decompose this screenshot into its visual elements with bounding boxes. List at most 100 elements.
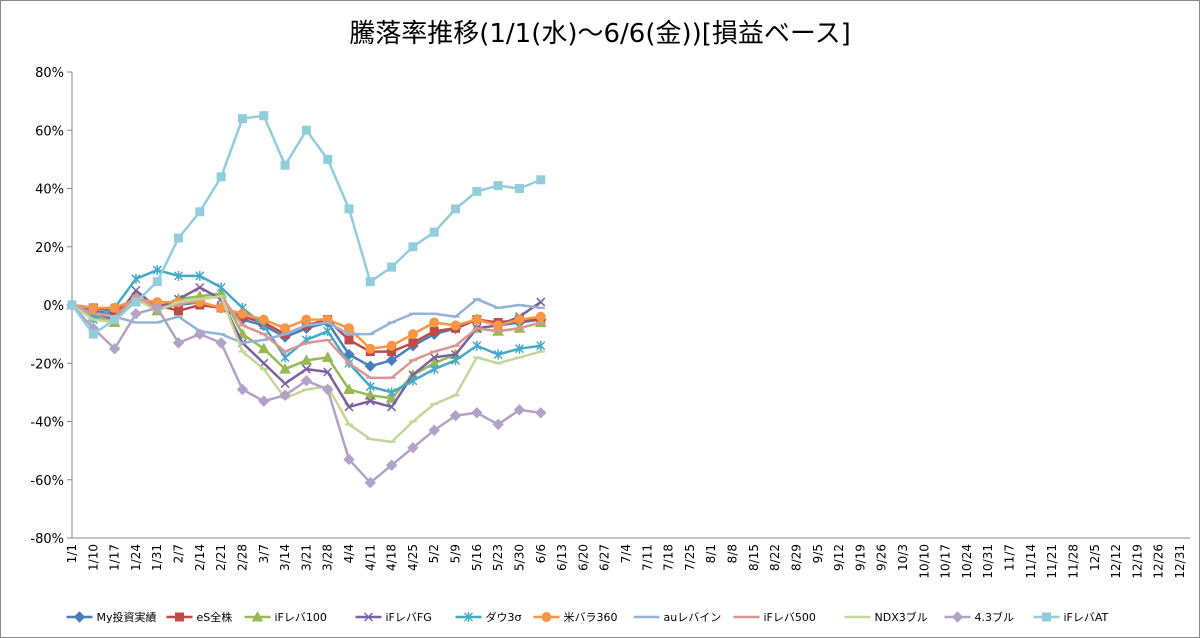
marker (280, 379, 290, 389)
marker (151, 302, 163, 314)
marker (408, 375, 418, 386)
marker (344, 402, 354, 412)
marker (364, 476, 377, 489)
marker (385, 354, 398, 367)
marker (493, 320, 504, 331)
x-tick-label: 11/7 (1003, 544, 1017, 571)
x-tick-label: 7/4 (619, 544, 633, 563)
marker (429, 317, 440, 328)
marker (408, 242, 418, 252)
legend-label: ダウ3σ (486, 610, 522, 624)
marker (321, 351, 334, 362)
x-tick-label: 8/22 (768, 544, 782, 571)
x-tick-label: 9/12 (832, 544, 846, 571)
legend: My投資実績 eS全株 iFレバ100 iFレバFG ダウ3σ 米バラ360 auレバイン i… (66, 610, 1109, 624)
marker (258, 395, 270, 407)
y-tick-label: 60% (35, 124, 64, 139)
marker (514, 343, 524, 354)
x-tick-label: 5/30 (512, 544, 526, 571)
marker (280, 323, 291, 334)
legend-label: 米バラ360 (564, 611, 618, 624)
marker (174, 306, 184, 316)
marker (67, 300, 77, 310)
marker (535, 311, 546, 322)
x-tick-label: 11/28 (1066, 544, 1080, 579)
marker (321, 383, 334, 396)
x-tick-label: 9/26 (875, 544, 889, 571)
marker (343, 453, 355, 466)
marker (493, 349, 503, 360)
y-tick-label: 40% (35, 183, 64, 198)
marker (386, 340, 397, 351)
x-tick-label: 5/2 (427, 544, 441, 563)
marker (109, 302, 120, 313)
marker (301, 314, 312, 325)
legend-marker (463, 612, 474, 622)
x-tick-label: 7/11 (640, 544, 654, 571)
x-tick-label: 1/17 (108, 544, 122, 571)
legend-label: 4.3ブル (975, 610, 1015, 624)
marker (343, 383, 355, 394)
x-tick-label: 12/31 (1173, 544, 1187, 579)
marker (152, 265, 162, 276)
y-tick-label: -20% (30, 357, 64, 372)
marker (280, 352, 290, 363)
x-tick-label: 2/21 (214, 544, 228, 571)
marker (195, 282, 205, 293)
marker (536, 340, 546, 351)
marker (174, 270, 184, 281)
legend-marker (251, 610, 264, 622)
marker (387, 402, 397, 412)
series (67, 111, 546, 339)
x-tick-label: 5/16 (470, 544, 484, 571)
marker (279, 389, 291, 401)
x-tick-label: 8/1 (704, 544, 718, 563)
x-tick-label: 2/28 (235, 544, 249, 571)
x-tick-label: 2/14 (193, 544, 207, 571)
legend-label: auレバイン (664, 611, 722, 624)
x-tick-label: 8/29 (789, 544, 803, 571)
marker (152, 277, 162, 287)
legend-label: eS全株 (197, 610, 233, 624)
x-tick-label: 3/28 (321, 544, 335, 571)
marker (365, 381, 375, 392)
marker (195, 270, 205, 281)
x-tick-label: 12/26 (1152, 544, 1166, 579)
marker (493, 181, 503, 191)
marker (365, 277, 375, 287)
x-tick-label: 7/25 (683, 544, 697, 571)
marker (131, 285, 141, 295)
legend-label: iFレバAT (1064, 611, 1109, 624)
series (66, 299, 547, 489)
x-tick-label: 4/4 (342, 544, 356, 563)
x-tick-label: 1/31 (150, 544, 164, 571)
series (68, 295, 545, 444)
marker (172, 337, 185, 349)
marker (385, 459, 398, 471)
marker (237, 308, 248, 319)
marker (407, 442, 419, 454)
marker (216, 172, 226, 182)
x-tick-label: 4/11 (363, 544, 377, 571)
legend-label: NDX3ブル (875, 610, 928, 624)
marker (300, 354, 313, 365)
marker (301, 364, 311, 374)
y-tick-label: 80% (35, 66, 64, 81)
x-tick-label: 6/27 (598, 544, 612, 571)
x-tick-label: 7/18 (662, 544, 676, 571)
marker (237, 114, 247, 124)
legend-label: My投資実績 (97, 610, 157, 624)
marker (450, 320, 461, 331)
marker (110, 315, 120, 325)
legend-marker (951, 611, 964, 623)
x-tick-label: 8/15 (747, 544, 761, 571)
marker (279, 363, 291, 374)
x-tick-label: 10/3 (896, 544, 910, 571)
marker (131, 297, 141, 307)
marker (429, 364, 439, 375)
x-tick-label: 1/1 (65, 544, 79, 563)
x-tick-label: 6/6 (534, 544, 548, 563)
marker (174, 233, 184, 243)
marker (471, 407, 483, 419)
